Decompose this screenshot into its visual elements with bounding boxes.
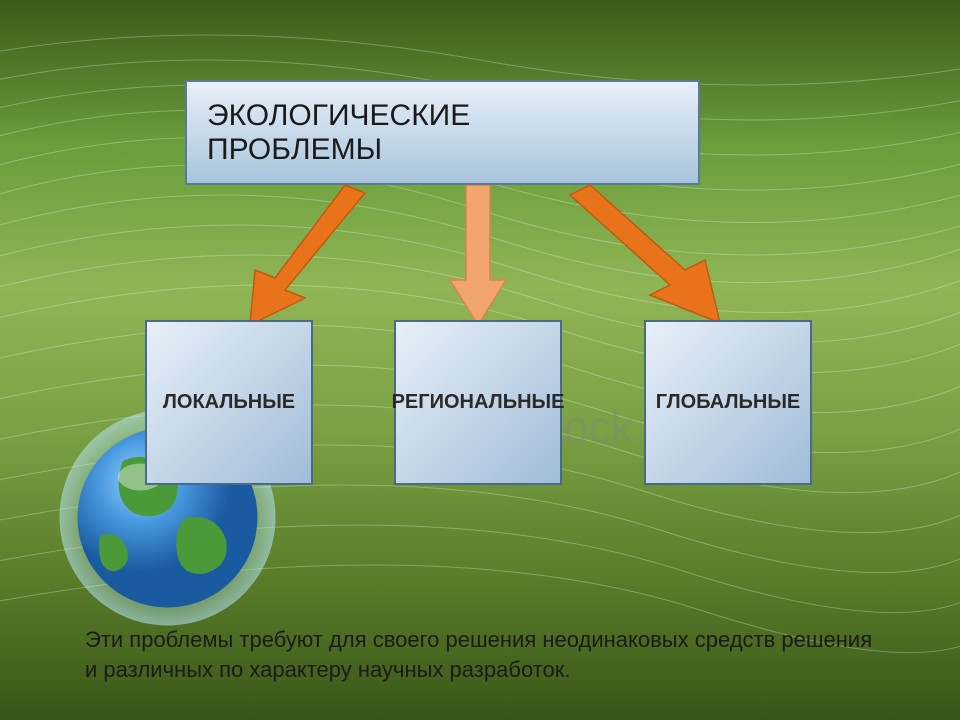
arrow-to-global [555,185,735,325]
arrow-to-regional [448,185,508,325]
arrow-to-local [225,185,385,325]
category-label: ГЛОБАЛЬНЫЕ [656,391,801,414]
category-box-regional: РЕГИОНАЛЬНЫЕ [394,320,562,485]
footer-description: Эти проблемы требуют для своего решения … [85,625,885,684]
title-box: ЭКОЛОГИЧЕСКИЕ ПРОБЛЕМЫ [185,80,700,185]
category-box-local: ЛОКАЛЬНЫЕ [145,320,313,485]
category-box-global: ГЛОБАЛЬНЫЕ [644,320,812,485]
category-label: РЕГИОНАЛЬНЫЕ [392,391,565,414]
category-label: ЛОКАЛЬНЫЕ [163,391,295,414]
title-label: ЭКОЛОГИЧЕСКИЕ ПРОБЛЕМЫ [207,99,470,167]
